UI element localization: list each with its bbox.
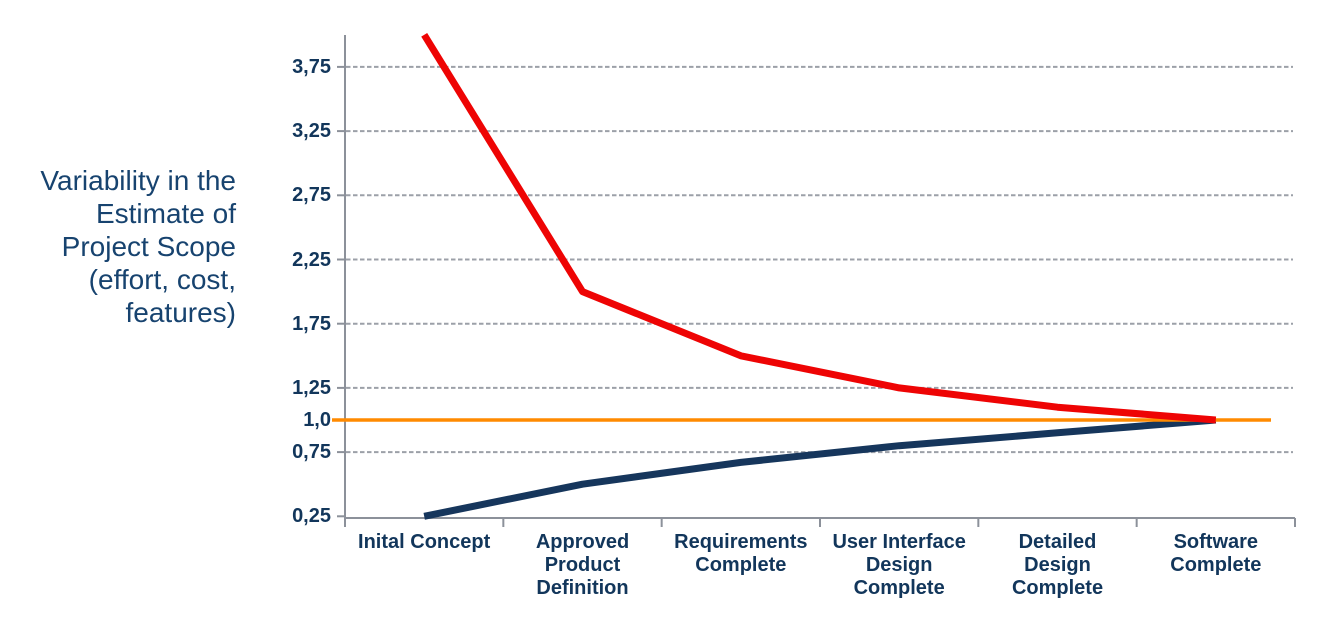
y-axis-tick-label: 3,25 bbox=[292, 120, 331, 143]
y-axis-tick-label: 0,25 bbox=[292, 505, 331, 528]
y-axis-tick-label: 3,75 bbox=[292, 55, 331, 78]
y-axis-tick-label: 2,75 bbox=[292, 184, 331, 207]
x-axis-category-label: Detailed Design Complete bbox=[1011, 531, 1104, 599]
x-axis-category-label: Approved Product Definition bbox=[535, 531, 630, 599]
y-axis-tick-label: 1,75 bbox=[292, 312, 331, 335]
y-axis-tick-label: 2,25 bbox=[292, 248, 331, 271]
y-axis-title: Variability in the Estimate of Project S… bbox=[40, 165, 236, 328]
series-line-lower-estimate-bound bbox=[423, 416, 1217, 520]
series-line-upper-estimate-bound bbox=[421, 32, 1217, 424]
y-axis-tick-label: 1,25 bbox=[292, 376, 331, 399]
x-axis-category-label: Requirements Complete bbox=[674, 531, 808, 576]
y-axis-tick-label: 1,0 bbox=[303, 409, 331, 431]
x-axis-category-label: Inital Concept bbox=[358, 531, 491, 553]
x-axis-category-label: User Interface Design Complete bbox=[832, 531, 966, 599]
y-axis-tick-label: 0,75 bbox=[292, 441, 331, 464]
x-axis-category-label: Software Complete bbox=[1170, 531, 1262, 576]
